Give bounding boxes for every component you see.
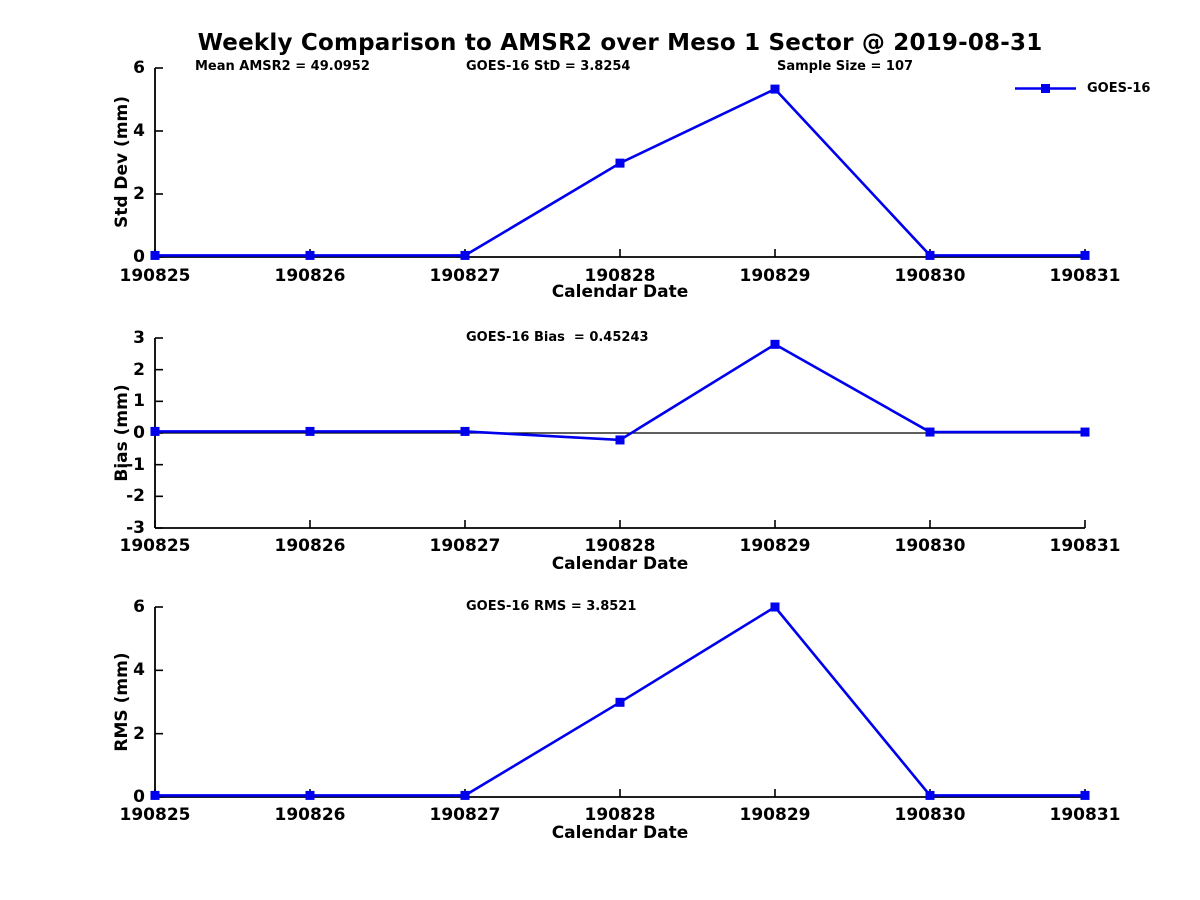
- rms-y-tick-label: 4: [133, 660, 145, 681]
- bias-y-tick-label: 2: [133, 359, 145, 380]
- bias-y-tick-label: 3: [133, 328, 145, 348]
- std-dev-x-tick-label: 190828: [584, 266, 656, 286]
- bias-data-point-marker: [1080, 427, 1090, 437]
- bias-data-point-marker: [305, 426, 315, 436]
- bias-y-tick-label: -2: [126, 486, 145, 507]
- annotation-goes16-rms: GOES-16 RMS = 3.8521: [466, 599, 637, 614]
- rms-y-tick-label: 2: [133, 723, 145, 744]
- rms-x-tick-label: 190828: [584, 805, 656, 825]
- bias-x-tick-label: 190827: [429, 536, 501, 556]
- bias-data-point-marker: [460, 426, 470, 436]
- std-dev-x-tick-label: 190829: [739, 266, 811, 286]
- std-dev-x-tick-label: 190830: [894, 266, 966, 286]
- bias-data-point-marker: [150, 426, 160, 436]
- annotation-sample-size: Sample Size = 107: [777, 59, 914, 74]
- bias-data-point-marker: [925, 427, 935, 437]
- std-dev-y-tick-label: 0: [133, 247, 145, 267]
- bias-y-tick-label: -1: [126, 454, 145, 475]
- rms-x-tick-label: 190825: [119, 805, 191, 825]
- rms-x-tick-label: 190829: [739, 805, 811, 825]
- rms-y-tick-label: 0: [133, 787, 145, 807]
- rms-x-axis-label: Calendar Date: [551, 823, 689, 843]
- rms-x-tick-label: 190831: [1049, 805, 1121, 825]
- std-dev-data-point-marker: [150, 250, 160, 260]
- rms-data-point-marker: [460, 790, 470, 800]
- std-dev-x-tick-label: 190831: [1049, 266, 1121, 286]
- std-dev-data-point-marker: [305, 250, 315, 260]
- rms-data-point-marker: [150, 790, 160, 800]
- std-dev-data-point-marker: [1080, 250, 1090, 260]
- std-dev-y-tick-label: 6: [133, 58, 145, 78]
- bias-x-tick-label: 190829: [739, 536, 811, 556]
- bias-data-line: [155, 342, 1085, 442]
- bias-x-tick-label: 190831: [1049, 536, 1121, 556]
- std-dev-x-tick-label: 190825: [119, 266, 191, 286]
- bias-x-axis-label: Calendar Date: [551, 554, 689, 574]
- figure-title: Weekly Comparison to AMSR2 over Meso 1 S…: [197, 30, 1043, 56]
- std-dev-data-point-marker: [770, 84, 780, 94]
- std-dev-data-line: [155, 87, 1085, 257]
- rms-x-tick-label: 190830: [894, 805, 966, 825]
- bias-plot: [150, 337, 1090, 529]
- std-dev-data-point-marker: [925, 250, 935, 260]
- bias-y-tick-label: 1: [133, 391, 145, 412]
- bias-y-tick-label: -3: [126, 518, 145, 538]
- rms-data-point-marker: [770, 602, 780, 612]
- std-dev-y-tick-label: 4: [133, 121, 145, 141]
- rms-data-point-marker: [1080, 790, 1090, 800]
- bias-data-point-marker: [615, 435, 625, 445]
- rms-data-point-marker: [615, 697, 625, 707]
- std-dev-x-tick-label: 190827: [429, 266, 501, 286]
- legend: GOES-16: [1014, 81, 1150, 96]
- bias-x-tick-label: 190825: [119, 536, 191, 556]
- rms-data-point-marker: [925, 790, 935, 800]
- rms-plot: [150, 602, 1090, 800]
- std-dev-data-point-marker: [615, 158, 625, 168]
- annotation-goes16-std: GOES-16 StD = 3.8254: [466, 59, 631, 74]
- rms-y-tick-label: 6: [133, 597, 145, 617]
- std-dev-plot: [150, 67, 1090, 260]
- rms-data-point-marker: [305, 790, 315, 800]
- bias-x-tick-label: 190826: [274, 536, 346, 556]
- legend-line-marker-icon: [1015, 84, 1076, 93]
- std-dev-data-point-marker: [460, 250, 470, 260]
- legend-label: GOES-16: [1087, 81, 1151, 96]
- std-dev-y-tick-label: 2: [133, 184, 145, 204]
- annotation-mean-amsr2: Mean AMSR2 = 49.0952: [195, 59, 370, 74]
- annotation-goes16-bias: GOES-16 Bias = 0.45243: [466, 330, 649, 345]
- rms-x-tick-label: 190827: [429, 805, 501, 825]
- bias-x-tick-label: 190830: [894, 536, 966, 556]
- bias-x-tick-label: 190828: [584, 536, 656, 556]
- std-dev-x-axis-label: Calendar Date: [551, 282, 689, 302]
- std-dev-x-tick-label: 190826: [274, 266, 346, 286]
- bias-y-tick-label: 0: [133, 423, 145, 443]
- rms-x-tick-label: 190826: [274, 805, 346, 825]
- bias-data-point-marker: [770, 339, 780, 349]
